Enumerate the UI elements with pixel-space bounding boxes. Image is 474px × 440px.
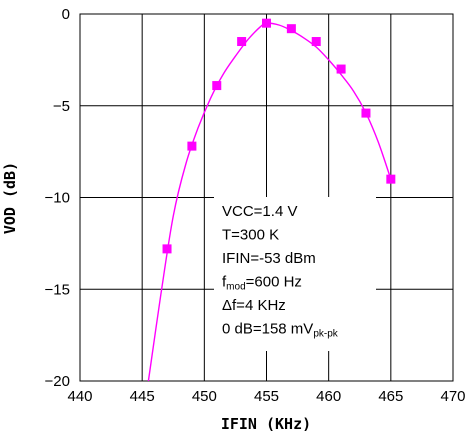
- data-point: [262, 18, 271, 28]
- annotation-line: VCC=1.4 V: [222, 203, 297, 220]
- annotation-subscript: mod: [226, 282, 245, 293]
- y-tick-label: −10: [45, 190, 70, 207]
- annotation-text: VCC=1.4 V: [222, 203, 297, 220]
- data-point: [361, 108, 371, 118]
- x-tick-label: 450: [192, 388, 217, 405]
- x-axis-label: IFIN (KHz): [221, 415, 311, 433]
- plot-frame: [79, 13, 454, 382]
- x-tick-label: 455: [254, 388, 279, 405]
- annotation-text: T=300 K: [222, 227, 279, 244]
- y-axis-label: VOD (dB): [1, 162, 19, 234]
- annotation-text: 0 dB=158 mV: [222, 321, 313, 338]
- y-tick-label: −15: [45, 281, 70, 298]
- tick-labels: 440 445 450 455 460 465 470 0 −5 −10 −15 −20: [45, 6, 466, 405]
- data-point: [187, 141, 197, 151]
- data-point: [311, 37, 321, 47]
- data-point: [386, 174, 396, 184]
- annotation-text: Δf=4 KHz: [222, 297, 286, 314]
- annotation-line: 0 dB=158 mVpk-pk: [222, 321, 339, 340]
- annotation-text: f: [222, 274, 227, 291]
- y-tick-label: −20: [45, 373, 70, 390]
- annotation-subscript: pk-pk: [313, 329, 338, 340]
- x-tick-label: 465: [378, 388, 403, 405]
- data-point: [162, 244, 172, 254]
- annotation-line: IFIN=-53 dBm: [222, 250, 316, 267]
- annotation-box: VCC=1.4 V T=300 K IFIN=-53 dBm fmod=600 Hz Δ…: [214, 197, 376, 351]
- x-tick-label: 470: [440, 388, 465, 405]
- annotation-line: Δf=4 KHz: [222, 297, 286, 314]
- x-tick-label: 445: [130, 388, 155, 405]
- annotation-text: =600 Hz: [246, 274, 302, 291]
- data-point: [237, 37, 247, 47]
- annotation-background: [214, 197, 376, 351]
- x-tick-label: 440: [67, 388, 92, 405]
- data-point: [336, 64, 346, 74]
- x-tick-label: 460: [316, 388, 341, 405]
- annotation-text: IFIN=-53 dBm: [222, 250, 316, 267]
- data-point: [286, 24, 296, 34]
- data-point: [212, 81, 222, 91]
- y-tick-label: −5: [53, 98, 70, 115]
- series-markers: [162, 18, 396, 254]
- y-tick-label: 0: [62, 6, 70, 23]
- annotation-line: fmod=600 Hz: [222, 274, 302, 293]
- annotation-line: T=300 K: [222, 227, 279, 244]
